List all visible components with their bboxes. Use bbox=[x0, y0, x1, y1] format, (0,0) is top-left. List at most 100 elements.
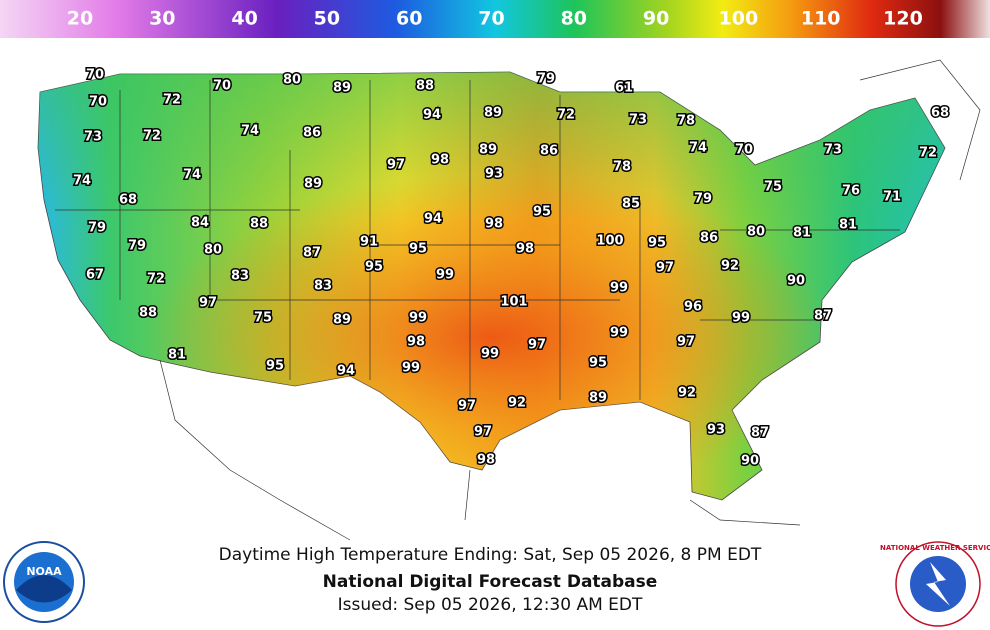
scale-label: 40 bbox=[231, 8, 257, 30]
temperature-label: 90 bbox=[787, 274, 805, 289]
temperature-label: 89 bbox=[479, 143, 497, 158]
issued-time: Issued: Sep 05 2026, 12:30 AM EDT bbox=[338, 595, 643, 615]
nws-disc bbox=[910, 556, 966, 612]
temperature-label: 73 bbox=[824, 143, 842, 158]
temperature-label: 76 bbox=[842, 184, 860, 199]
temperature-label: 79 bbox=[88, 221, 106, 236]
temperature-label: 89 bbox=[333, 313, 351, 328]
scale-label: 30 bbox=[149, 8, 175, 30]
temperature-label: 81 bbox=[168, 348, 186, 363]
temperature-label: 78 bbox=[677, 114, 695, 129]
temperature-label: 98 bbox=[516, 242, 534, 257]
scale-label: 120 bbox=[883, 8, 923, 30]
temperature-label: 86 bbox=[303, 126, 321, 141]
scale-label: 90 bbox=[643, 8, 669, 30]
temperature-label: 95 bbox=[533, 205, 551, 220]
temperature-label: 99 bbox=[481, 347, 499, 362]
temperature-label: 99 bbox=[610, 326, 628, 341]
temperature-label: 99 bbox=[610, 281, 628, 296]
temperature-label: 97 bbox=[528, 338, 546, 353]
temperature-label: 72 bbox=[143, 129, 161, 144]
temperature-label: 68 bbox=[119, 193, 137, 208]
temperature-label: 89 bbox=[484, 106, 502, 121]
scale-label: 110 bbox=[801, 8, 841, 30]
temperature-label: 99 bbox=[402, 361, 420, 376]
temperature-label: 79 bbox=[694, 192, 712, 207]
temperature-label: 79 bbox=[128, 239, 146, 254]
temperature-label: 95 bbox=[409, 242, 427, 257]
temperature-label: 92 bbox=[721, 259, 739, 274]
temperature-label: 97 bbox=[474, 425, 492, 440]
temperature-label: 87 bbox=[814, 309, 832, 324]
state-lines bbox=[55, 59, 981, 541]
temperature-label: 95 bbox=[365, 260, 383, 275]
temperature-label: 101 bbox=[500, 295, 527, 310]
noaa-text: NOAA bbox=[26, 565, 62, 578]
temperature-label: 67 bbox=[86, 268, 104, 283]
temperature-label: 74 bbox=[241, 124, 259, 139]
temperature-label: 97 bbox=[458, 399, 476, 414]
temperature-label: 74 bbox=[689, 141, 707, 156]
temperature-label: 99 bbox=[436, 268, 454, 283]
temperature-label: 99 bbox=[732, 311, 750, 326]
temperature-label: 70 bbox=[86, 68, 104, 83]
temperature-label: 88 bbox=[416, 79, 434, 94]
temperature-label: 91 bbox=[360, 235, 378, 250]
temperature-label: 89 bbox=[589, 391, 607, 406]
temperature-label: 98 bbox=[477, 453, 495, 468]
temperature-label: 81 bbox=[839, 218, 857, 233]
temperature-label: 72 bbox=[147, 272, 165, 287]
temperature-label: 75 bbox=[764, 180, 782, 195]
temperature-label: 73 bbox=[629, 113, 647, 128]
temperature-label: 74 bbox=[183, 168, 201, 183]
temperature-label: 72 bbox=[557, 108, 575, 123]
scale-labels: 20 30 40 50 60 70 80 90 100 110 120 bbox=[67, 8, 923, 30]
scale-label: 50 bbox=[314, 8, 340, 30]
temperature-label: 100 bbox=[596, 234, 623, 249]
temperature-label: 90 bbox=[741, 454, 759, 469]
temperature-label: 80 bbox=[283, 73, 301, 88]
temperature-label: 96 bbox=[684, 300, 702, 315]
temperature-label: 87 bbox=[751, 426, 769, 441]
temperature-label: 93 bbox=[707, 423, 725, 438]
temperature-label: 98 bbox=[485, 217, 503, 232]
temperature-label: 97 bbox=[677, 335, 695, 350]
scale-label: 60 bbox=[396, 8, 422, 30]
temperature-label: 99 bbox=[409, 311, 427, 326]
temperature-label: 98 bbox=[431, 153, 449, 168]
map-title: National Digital Forecast Database bbox=[323, 572, 658, 592]
temperature-label: 95 bbox=[589, 356, 607, 371]
temperature-label: 87 bbox=[303, 246, 321, 261]
temperature-label: 94 bbox=[424, 212, 442, 227]
map-subtitle: Daytime High Temperature Ending: Sat, Se… bbox=[219, 545, 762, 565]
temperature-label: 79 bbox=[537, 72, 555, 87]
temperature-label: 89 bbox=[304, 177, 322, 192]
nws-text: NATIONAL WEATHER SERVICE bbox=[880, 544, 990, 552]
scale-label: 70 bbox=[478, 8, 504, 30]
temperature-label: 86 bbox=[540, 144, 558, 159]
temperature-label: 72 bbox=[163, 93, 181, 108]
temperature-label: 88 bbox=[250, 217, 268, 232]
temperature-label: 80 bbox=[204, 243, 222, 258]
temperature-label: 80 bbox=[747, 225, 765, 240]
temperature-label: 93 bbox=[485, 167, 503, 182]
temperature-label: 94 bbox=[337, 364, 355, 379]
color-scale bbox=[0, 0, 990, 38]
temperature-label: 70 bbox=[735, 143, 753, 158]
temperature-label: 83 bbox=[314, 279, 332, 294]
temperature-label: 86 bbox=[700, 231, 718, 246]
nws-bolt bbox=[926, 562, 950, 606]
nws-logo: NATIONAL WEATHER SERVICE bbox=[880, 541, 990, 627]
temperature-label: 95 bbox=[266, 359, 284, 374]
temperature-label: 97 bbox=[656, 261, 674, 276]
temperature-label: 61 bbox=[615, 81, 633, 96]
temperature-label: 75 bbox=[254, 311, 272, 326]
temperature-label: 89 bbox=[333, 81, 351, 96]
temperature-labels: 70 70 72 70 80 89 88 79 61 73 72 74 86 94 89 72 73 78 68 74… bbox=[71, 66, 950, 470]
temperature-label: 88 bbox=[139, 306, 157, 321]
temperature-label: 81 bbox=[793, 226, 811, 241]
cool-overlay bbox=[38, 72, 945, 500]
temperature-label: 83 bbox=[231, 269, 249, 284]
temperature-label: 97 bbox=[387, 158, 405, 173]
